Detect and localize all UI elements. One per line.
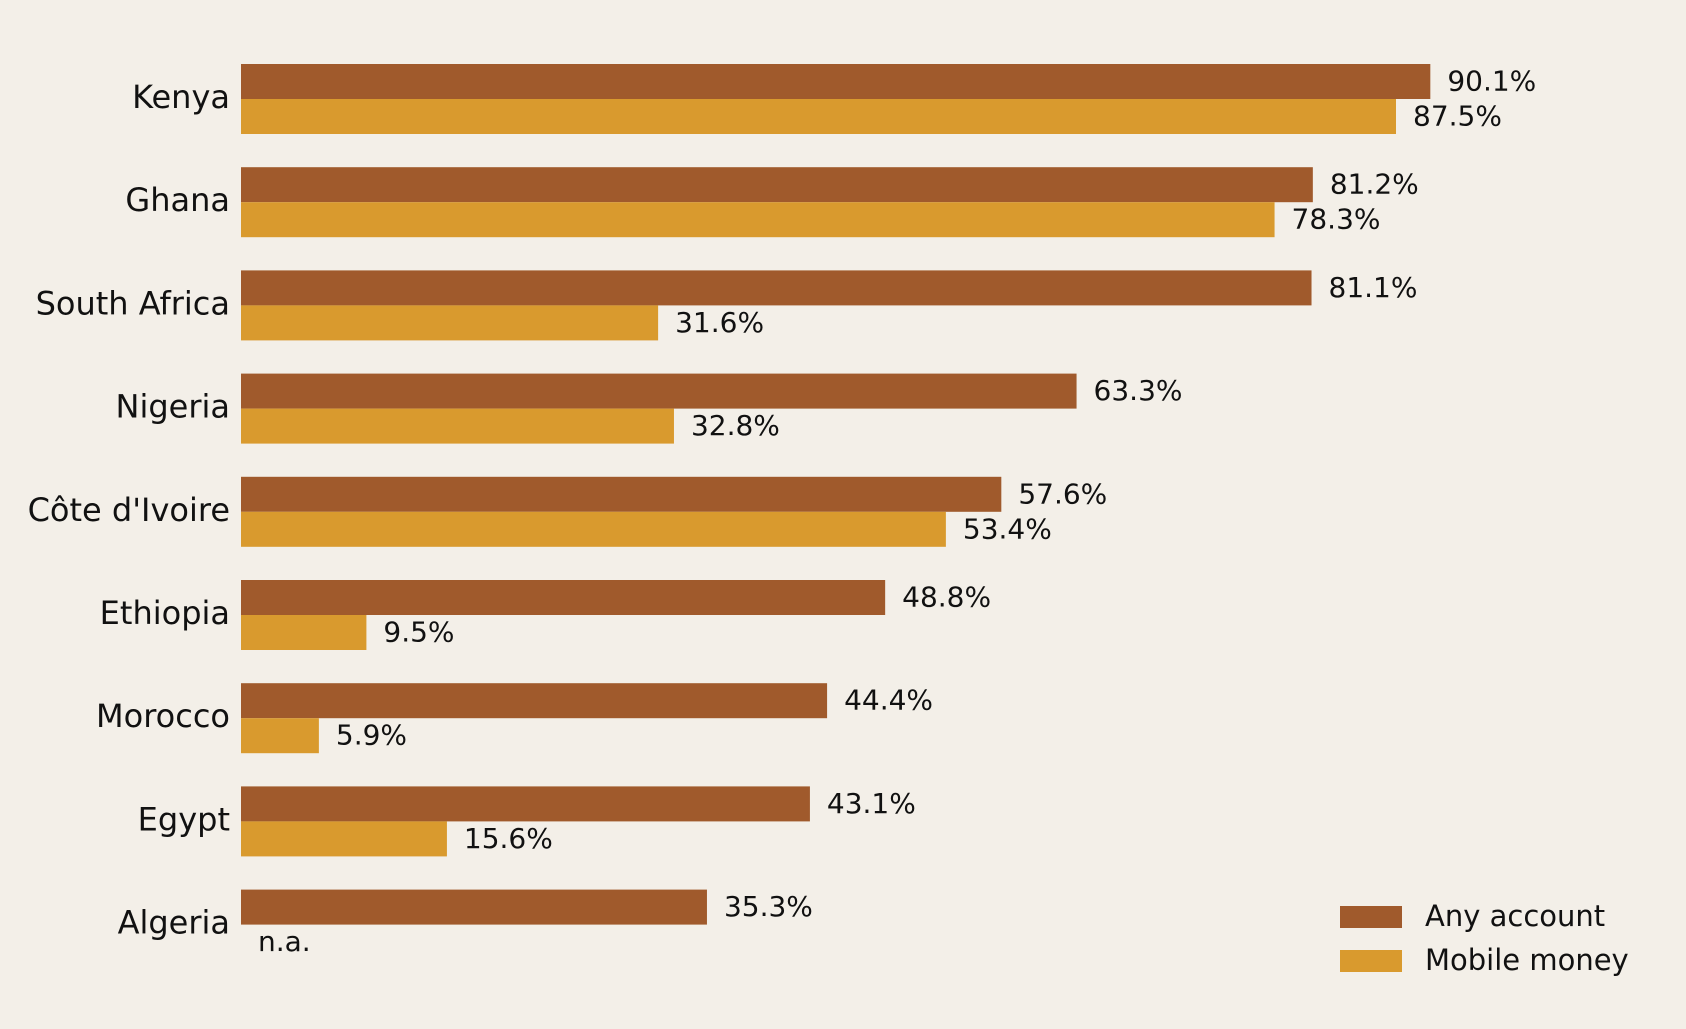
bar-mobile-money-south-africa (241, 305, 659, 341)
bar-mobile-money-ethiopia (241, 615, 367, 650)
bar-any-account-kenya (241, 64, 1431, 99)
labels-layer: Kenya 90.1%87.5% Ghana 81.2%78.3% South Afri… (28, 65, 1537, 959)
bar-any-account-ghana (241, 167, 1313, 203)
category-label-ghana: Ghana (125, 181, 230, 219)
category-label-kenya: Kenya (132, 78, 230, 116)
value-label-any-account-morocco: 44.4% (844, 684, 933, 717)
bar-any-account-morocco (241, 683, 828, 719)
bar-any-account-nigeria (241, 373, 1077, 409)
value-label-mobile-money-cote-d-ivoire: 53.4% (963, 512, 1052, 545)
value-label-mobile-money-kenya: 87.5% (1413, 100, 1502, 133)
bar-any-account-cote-d-ivoire (241, 476, 1002, 512)
bar-mobile-money-cote-d-ivoire (241, 511, 946, 547)
value-label-any-account-ethiopia: 48.8% (902, 581, 991, 614)
bar-any-account-south-africa (241, 270, 1312, 306)
value-label-mobile-money-egypt: 15.6% (464, 822, 553, 855)
bar-mobile-money-ghana (241, 202, 1275, 238)
value-label-any-account-egypt: 43.1% (827, 787, 916, 820)
bar-mobile-money-egypt (241, 821, 447, 857)
bars-layer (241, 64, 1431, 925)
value-label-any-account-south-africa: 81.1% (1329, 271, 1418, 304)
bar-mobile-money-nigeria (241, 408, 674, 444)
value-label-mobile-money-algeria: n.a. (258, 925, 311, 958)
category-label-algeria: Algeria (118, 904, 230, 942)
legend-swatch-mobile-money (1340, 950, 1402, 972)
legend: Any account Mobile money (1340, 899, 1629, 977)
bar-any-account-algeria (241, 889, 707, 925)
value-label-any-account-kenya: 90.1% (1447, 65, 1536, 98)
legend-label-mobile-money: Mobile money (1425, 943, 1629, 977)
value-label-mobile-money-ghana: 78.3% (1292, 203, 1381, 236)
value-label-mobile-money-ethiopia: 9.5% (383, 616, 454, 649)
category-label-egypt: Egypt (138, 800, 230, 838)
legend-label-any-account: Any account (1425, 899, 1605, 933)
value-label-any-account-cote-d-ivoire: 57.6% (1018, 477, 1107, 510)
category-label-morocco: Morocco (96, 697, 230, 735)
value-label-any-account-nigeria: 63.3% (1094, 374, 1183, 407)
value-label-any-account-algeria: 35.3% (724, 890, 813, 923)
value-label-any-account-ghana: 81.2% (1330, 168, 1419, 201)
category-label-ethiopia: Ethiopia (100, 594, 230, 632)
value-label-mobile-money-nigeria: 32.8% (691, 409, 780, 442)
legend-swatch-any-account (1340, 906, 1402, 928)
bar-mobile-money-morocco (241, 718, 319, 754)
category-label-cote-d-ivoire: Côte d'Ivoire (28, 491, 230, 529)
value-label-mobile-money-morocco: 5.9% (336, 719, 407, 752)
bar-any-account-egypt (241, 786, 810, 822)
bar-mobile-money-kenya (241, 99, 1396, 134)
category-label-nigeria: Nigeria (116, 388, 230, 426)
bar-any-account-ethiopia (241, 580, 886, 615)
value-label-mobile-money-south-africa: 31.6% (675, 306, 764, 339)
category-label-south-africa: South Africa (36, 284, 230, 322)
